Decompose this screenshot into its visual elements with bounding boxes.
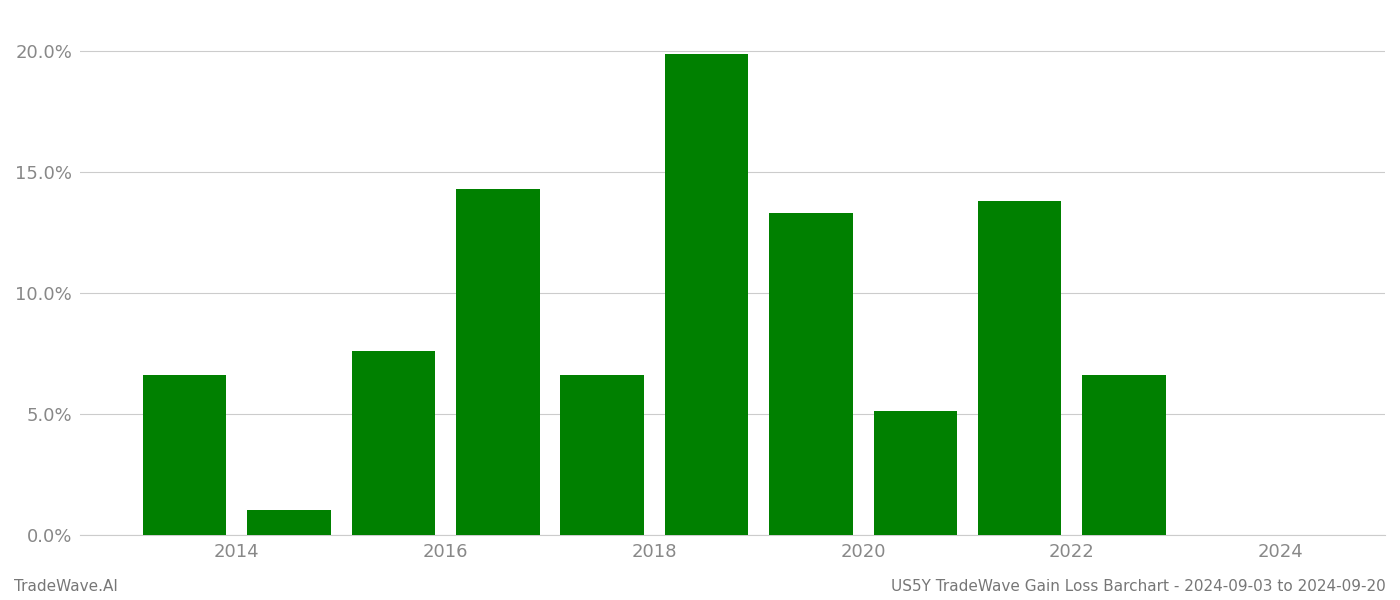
Bar [351, 351, 435, 535]
Bar [248, 511, 330, 535]
Bar [456, 189, 539, 535]
Bar [979, 201, 1061, 535]
Text: TradeWave.AI: TradeWave.AI [14, 579, 118, 594]
Bar [143, 375, 227, 535]
Bar [1082, 375, 1166, 535]
Text: US5Y TradeWave Gain Loss Barchart - 2024-09-03 to 2024-09-20: US5Y TradeWave Gain Loss Barchart - 2024… [892, 579, 1386, 594]
Bar [874, 412, 958, 535]
Bar [560, 375, 644, 535]
Bar [665, 53, 749, 535]
Bar [769, 213, 853, 535]
